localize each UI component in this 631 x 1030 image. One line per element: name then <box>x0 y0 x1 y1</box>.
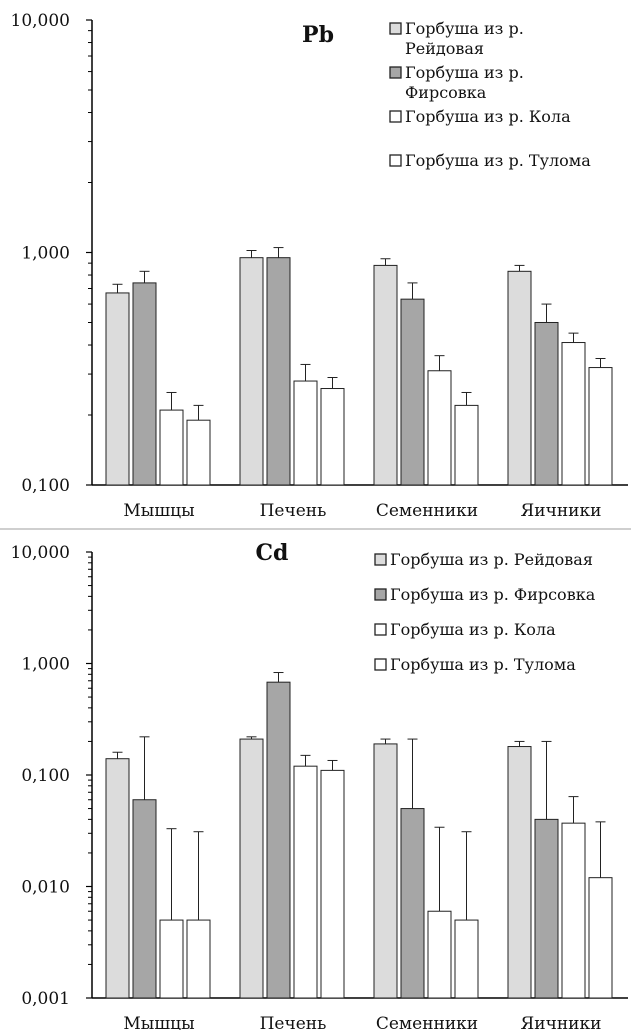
bar <box>427 370 452 486</box>
bar <box>507 270 532 486</box>
legend-swatch <box>374 623 387 636</box>
bar <box>266 681 291 999</box>
bar <box>239 257 264 486</box>
cd-chart: Cd 0,001 0,010 0,100 1,000 10,000 Мышцы Печень С… <box>11 540 628 1030</box>
bar <box>454 919 479 999</box>
y-tick-label: 1,000 <box>21 655 70 675</box>
legend-label: Горбуша из р. Кола <box>405 107 571 126</box>
pb-chart: Pb 0,100 1,000 10,000 Мышцы Печень Семенники Яи… <box>11 11 628 521</box>
x-category-label: Мышцы <box>123 1014 194 1030</box>
bar <box>400 298 425 486</box>
legend-swatch <box>374 658 387 671</box>
y-tick-label: 0,010 <box>21 878 70 898</box>
x-category-label: Печень <box>260 1014 327 1030</box>
bar <box>588 367 613 486</box>
pb-chart-panel: Pb 0,100 1,000 10,000 Мышцы Печень Семенники Яи… <box>11 11 628 521</box>
bar <box>427 910 452 999</box>
legend-swatch <box>389 66 402 79</box>
legend-label: Горбуша из р. Кола <box>390 620 556 639</box>
bar <box>454 404 479 486</box>
bar <box>561 822 586 999</box>
legend-label: Горбуша из р. Фирсовка <box>405 63 524 102</box>
legend-label: Горбуша из р. Тулома <box>405 151 591 170</box>
x-category-label: Семенники <box>376 1014 478 1030</box>
bar <box>239 738 264 999</box>
bar <box>105 292 130 486</box>
x-category-label: Мышцы <box>123 501 194 521</box>
y-tick-label: 10,000 <box>11 543 70 563</box>
bar <box>132 799 157 999</box>
cd-chart-panel: Cd 0,001 0,010 0,100 1,000 10,000 Мышцы Печень С… <box>0 528 631 1030</box>
bar <box>507 746 532 999</box>
bar <box>400 808 425 999</box>
legend-label: Горбуша из р. Фирсовка <box>390 585 596 604</box>
bar <box>105 758 130 999</box>
bar <box>561 342 586 486</box>
x-category-label: Печень <box>260 501 327 521</box>
bar <box>588 877 613 999</box>
bar <box>293 765 318 999</box>
bar <box>266 257 291 486</box>
x-category-label: Яичники <box>521 501 602 521</box>
y-tick-label: 10,000 <box>11 11 70 31</box>
legend-swatch <box>389 110 402 123</box>
legend-swatch <box>389 154 402 167</box>
y-tick-label: 0,100 <box>21 766 70 786</box>
chart-title: Cd <box>256 540 289 566</box>
legend-label: Горбуша из р. Рейдовая <box>390 550 593 569</box>
bar <box>132 282 157 486</box>
legend-label: Горбуша из р. Рейдовая <box>405 19 524 58</box>
x-category-label: Семенники <box>376 501 478 521</box>
chart-title: Pb <box>302 22 334 48</box>
bar <box>159 409 184 486</box>
y-tick-label: 0,100 <box>21 476 70 496</box>
bar <box>534 818 559 999</box>
legend-swatch <box>374 553 387 566</box>
bar <box>293 380 318 486</box>
bar <box>534 321 559 486</box>
bar <box>320 388 345 486</box>
legend-label: Горбуша из р. Тулома <box>390 655 576 674</box>
bar <box>320 769 345 999</box>
bar <box>159 919 184 999</box>
y-tick-label: 0,001 <box>21 989 70 1009</box>
legend-swatch <box>374 588 387 601</box>
bar <box>373 264 398 486</box>
legend-swatch <box>389 22 402 35</box>
x-category-label: Яичники <box>521 1014 602 1030</box>
bar <box>373 743 398 999</box>
y-tick-label: 1,000 <box>21 244 70 264</box>
bar <box>186 419 211 486</box>
bar <box>186 919 211 999</box>
